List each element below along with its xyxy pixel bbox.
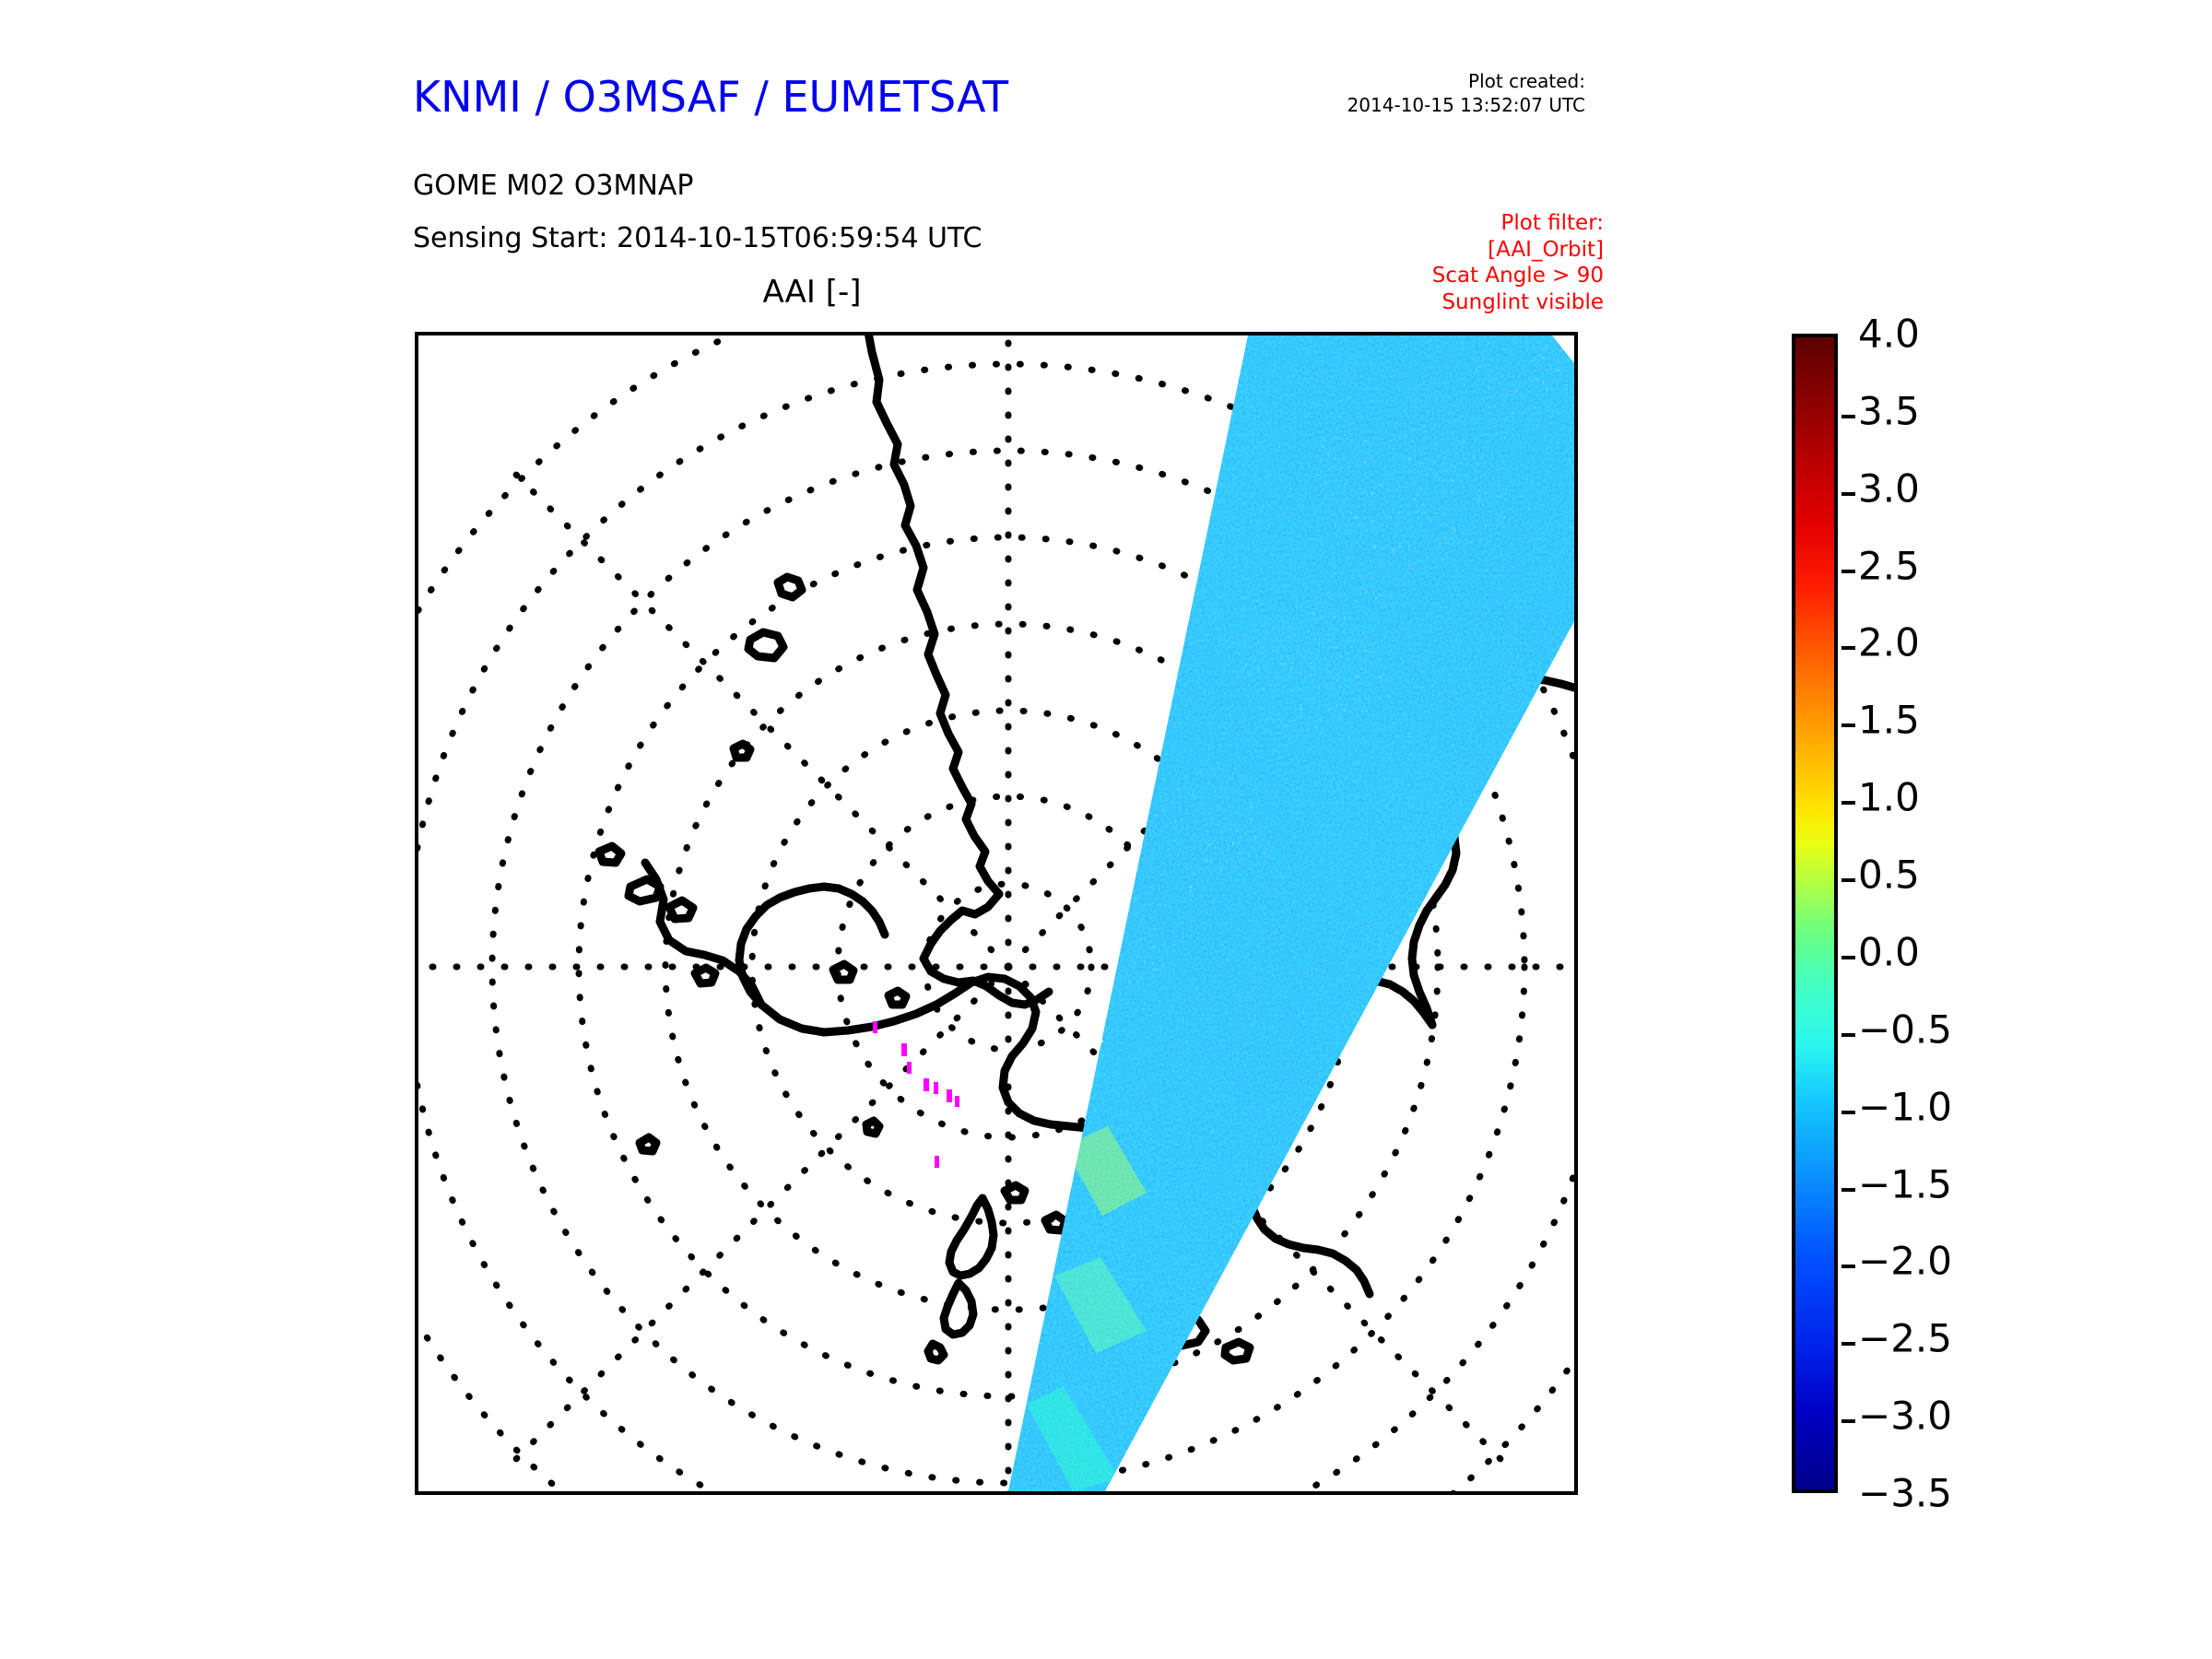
colorbar-gradient (1795, 337, 1834, 1489)
plot-filter-scat-angle: Scat Angle > 90 (1431, 264, 1604, 288)
plot-filter-sunglint: Sunglint visible (1441, 289, 1604, 314)
chart-title-text: AAI [-] (762, 274, 862, 311)
colorbar-tick-label: 3.5 (1858, 388, 1920, 434)
colorbar-tick-label: −3.0 (1858, 1393, 1952, 1439)
sensing-start-line: Sensing Start: 2014-10-15T06:59:54 UTC (413, 222, 982, 254)
chart-title: AAI [-] (0, 274, 2212, 311)
colorbar-tick-label: 4.0 (1858, 311, 1920, 357)
sunglint-flag-markers (873, 1021, 959, 1168)
plot-created-value: 2014-10-15 13:52:07 UTC (1347, 94, 1585, 116)
instrument-line: GOME M02 O3MNAP (413, 170, 694, 202)
colorbar-tick-mark (1841, 646, 1855, 651)
map-svg (418, 335, 1574, 1491)
colorbar-tick-mark (1841, 1342, 1855, 1347)
colorbar-tick-mark (1841, 1265, 1855, 1269)
colorbar-tick-label: −3.5 (1858, 1470, 1952, 1516)
plot-filter-label: Plot filter: (1500, 211, 1604, 235)
colorbar-tick-label: −0.5 (1858, 1006, 1952, 1053)
colorbar-tick-mark (1841, 801, 1855, 806)
colorbar-tick-label: −2.0 (1858, 1238, 1952, 1284)
colorbar-tick-label: 1.0 (1858, 774, 1920, 820)
colorbar-tick-mark (1841, 414, 1855, 418)
plot-created-label: Plot created: (1468, 70, 1585, 92)
colorbar-tick-label: 3.0 (1858, 465, 1920, 512)
colorbar-tick-label: 2.0 (1858, 619, 1920, 665)
colorbar-tick-mark (1841, 955, 1855, 959)
plot-created-block: Plot created: 2014-10-15 13:52:07 UTC (1347, 69, 1585, 117)
colorbar[interactable] (1792, 334, 1855, 1493)
colorbar-tick-mark (1841, 569, 1855, 573)
colorbar-tick-mark (1841, 1032, 1855, 1037)
colorbar-tick-mark (1841, 1419, 1855, 1424)
colorbar-tick-mark (1841, 878, 1855, 883)
colorbar-tick-label: −1.5 (1858, 1161, 1952, 1207)
org-title: KNMI / O3MSAF / EUMETSAT (413, 72, 1009, 122)
colorbar-tick-mark (1841, 491, 1855, 496)
colorbar-tick-label: 0.5 (1858, 852, 1920, 898)
satellite-swath (1008, 335, 1574, 1491)
colorbar-tick-label: −2.5 (1858, 1315, 1952, 1361)
plot-filter-block: Plot filter: [AAI_Orbit] Scat Angle > 90… (1432, 210, 1604, 315)
colorbar-tick-mark (1841, 1187, 1855, 1192)
colorbar-tick-mark (1841, 1110, 1855, 1114)
colorbar-tick-mark (1841, 724, 1855, 728)
colorbar-tick-label: −1.0 (1858, 1084, 1952, 1130)
colorbar-tick-label: 0.0 (1858, 929, 1920, 975)
colorbar-tick-label: 2.5 (1858, 543, 1920, 589)
map-plot-area[interactable] (415, 332, 1578, 1495)
plot-filter-orbit: [AAI_Orbit] (1488, 237, 1604, 262)
colorbar-tick-label: 1.5 (1858, 697, 1920, 743)
